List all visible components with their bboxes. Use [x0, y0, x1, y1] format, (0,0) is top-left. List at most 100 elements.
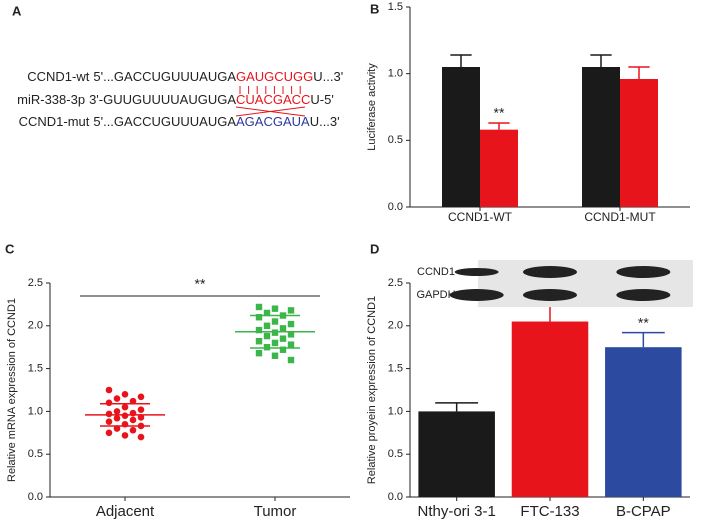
blot-band [454, 268, 499, 276]
data-point [271, 339, 279, 347]
data-point [255, 314, 263, 321]
binding-site: AGACGAUA [236, 114, 310, 129]
bar [480, 129, 518, 207]
data-point [137, 433, 145, 441]
x-tick-label: B-CPAP [616, 503, 671, 520]
sequence-left: CCND1-mut 5'...GACCUGUUUAUGA [19, 114, 237, 129]
data-point [271, 318, 279, 325]
sequence-right: GAUGCUGGU...3' [236, 69, 343, 84]
data-point [255, 338, 263, 345]
sequence-right: CUACGACCU-5' [236, 92, 334, 107]
blot-label: GAPDH [416, 289, 455, 301]
blot-band [449, 289, 504, 301]
y-tick-label: 1.0 [28, 405, 43, 417]
sequence-prefix: 5'...GACCUGUUUAUGA [93, 69, 236, 84]
sequence-suffix: U...3' [310, 114, 340, 129]
data-point [113, 414, 121, 422]
bar [418, 411, 495, 497]
data-point [129, 416, 137, 424]
x-tick-label: Tumor [254, 503, 297, 520]
y-tick-label: 1.5 [388, 1, 403, 13]
data-point [271, 329, 279, 336]
blot-frame [478, 260, 693, 307]
sequence-right: AGACGAUAU...3' [236, 114, 340, 129]
y-tick-label: 0.0 [28, 491, 43, 503]
y-tick-label: 0.0 [388, 201, 403, 213]
data-point [121, 412, 129, 419]
blot-band [616, 289, 671, 301]
data-point [255, 303, 263, 311]
significance-label: ** [195, 276, 206, 292]
y-tick-label: 0.5 [28, 448, 43, 460]
data-point [263, 322, 271, 329]
data-point [137, 414, 145, 421]
sequence-name: CCND1-wt [27, 69, 90, 84]
y-axis-label: Relative mRNA expression of CCND1 [6, 298, 18, 482]
data-point [105, 399, 113, 407]
data-point [287, 320, 295, 328]
binding-site: GAUGCUGG [236, 69, 313, 84]
y-tick-label: 2.0 [388, 320, 403, 332]
y-axis-label: Relative proyein expression of CCND1 [366, 296, 378, 484]
data-point [287, 307, 295, 314]
x-tick-label: CCND1-MUT [584, 210, 656, 224]
y-tick-label: 0.5 [388, 448, 403, 460]
panel-label: B [370, 1, 379, 16]
bar [620, 79, 658, 207]
x-tick-label: Adjacent [96, 503, 155, 520]
significance-label: ** [638, 314, 649, 330]
data-point [121, 403, 129, 411]
data-point [137, 393, 145, 401]
data-point [287, 331, 295, 338]
y-tick-label: 1.5 [388, 363, 403, 375]
y-axis-label: Luciferase activity [366, 63, 378, 151]
y-tick-label: 2.5 [388, 277, 403, 289]
y-tick-label: 1.5 [28, 363, 43, 375]
data-point [263, 309, 271, 317]
data-point [105, 386, 113, 394]
bar [605, 347, 682, 497]
blot-band [616, 266, 671, 278]
data-point [255, 349, 263, 357]
blot-band [523, 289, 577, 301]
panel-a: A CCND1-wt 5'...GACCUGUUUAUGA GAUGCUGGU...… [12, 3, 343, 129]
data-point [113, 425, 121, 432]
bar [582, 67, 620, 207]
data-point [271, 305, 279, 312]
y-tick-label: 1.0 [388, 405, 403, 417]
panel-label: A [12, 3, 22, 18]
panel-label: C [5, 241, 15, 256]
sequence-suffix: U-5' [310, 92, 333, 107]
blot-band [523, 266, 577, 278]
data-point [105, 429, 113, 437]
data-point [287, 341, 295, 348]
data-point [129, 397, 137, 405]
data-point [105, 410, 113, 418]
data-point [263, 344, 271, 351]
panel-label: D [370, 241, 379, 256]
data-point [113, 395, 121, 402]
data-point [113, 408, 121, 415]
y-tick-label: 2.0 [28, 320, 43, 332]
pairing-lines [235, 86, 306, 117]
sequence-name: CCND1-mut [19, 114, 90, 129]
data-point [279, 335, 287, 342]
x-tick-label: FTC-133 [520, 503, 579, 520]
data-point [255, 326, 263, 334]
data-point [121, 390, 129, 398]
data-point [263, 332, 271, 340]
y-tick-label: 1.0 [388, 68, 403, 80]
bar [511, 321, 589, 497]
binding-site: CUACGACC [236, 92, 310, 107]
sequence-left: CCND1-wt 5'...GACCUGUUUAUGA [27, 69, 236, 84]
data-point [279, 346, 287, 353]
data-point [271, 352, 279, 359]
sequence-left: miR-338-3p 3'-GUUGUUUUAUGUGA [17, 92, 236, 107]
data-point [105, 418, 113, 425]
data-point [137, 406, 145, 413]
data-point [129, 426, 137, 434]
y-tick-label: 0.0 [388, 491, 403, 503]
data-point [279, 325, 287, 332]
data-point [121, 432, 129, 439]
